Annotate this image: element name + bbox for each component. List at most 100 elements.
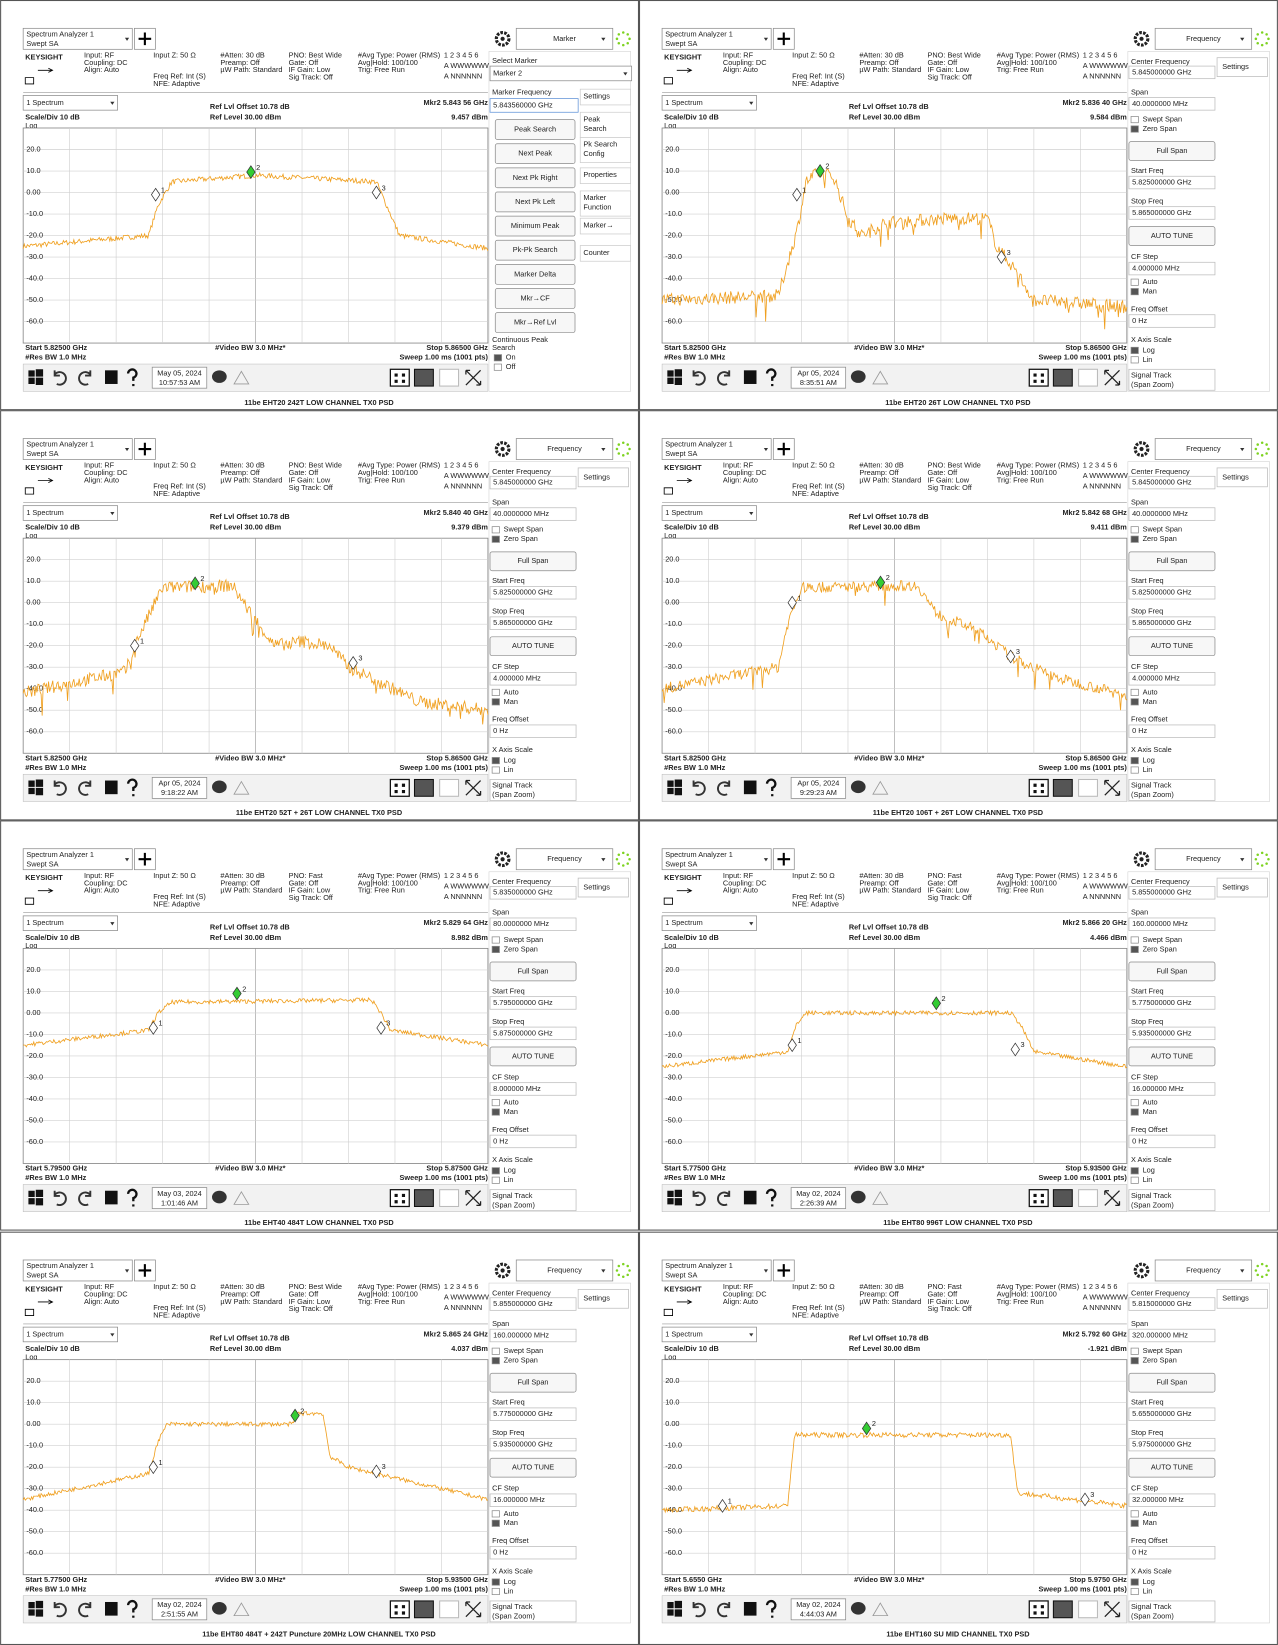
gear-icon[interactable] — [1133, 441, 1150, 457]
gear-icon[interactable] — [494, 30, 511, 47]
redo-icon[interactable] — [78, 1601, 92, 1618]
undo-icon[interactable] — [53, 1190, 67, 1206]
help-icon[interactable] — [765, 778, 777, 797]
value-field[interactable] — [1128, 1026, 1216, 1041]
signal-track-button[interactable] — [1128, 1600, 1216, 1623]
menu-tab[interactable] — [579, 217, 631, 235]
radio-box[interactable] — [1130, 1347, 1139, 1355]
menu-dropdown[interactable] — [515, 1259, 614, 1282]
menu-tab[interactable] — [579, 167, 631, 184]
alert-icon[interactable] — [872, 780, 889, 795]
radio-box[interactable] — [1130, 526, 1139, 534]
marker-frequency-field[interactable] — [489, 98, 579, 113]
menu-tab[interactable] — [577, 877, 629, 898]
windows-icon[interactable] — [667, 1600, 683, 1617]
analyzer-dropdown[interactable] — [661, 438, 772, 460]
window-icon[interactable] — [105, 780, 118, 795]
radio-box[interactable] — [491, 1587, 500, 1596]
value-field[interactable] — [489, 917, 577, 931]
chat-icon[interactable] — [850, 1190, 866, 1204]
value-field[interactable] — [489, 616, 577, 630]
alert-icon[interactable] — [872, 1190, 889, 1205]
analyzer-dropdown[interactable] — [661, 848, 772, 871]
signal-track-button[interactable] — [1128, 368, 1216, 391]
softkey-button[interactable] — [494, 143, 576, 165]
window-icon[interactable] — [105, 370, 118, 384]
menu-tab[interactable] — [579, 245, 631, 262]
radio-box[interactable] — [1130, 688, 1139, 696]
menu-tab[interactable] — [579, 137, 631, 163]
menu-tab[interactable] — [1216, 877, 1268, 898]
windows-icon[interactable] — [28, 1189, 44, 1206]
touch-icon[interactable] — [413, 1600, 434, 1619]
menu-dropdown[interactable] — [515, 438, 614, 460]
signal-track-button[interactable] — [489, 1600, 577, 1623]
analyzer-dropdown[interactable] — [22, 848, 133, 871]
window-icon[interactable] — [105, 1601, 118, 1616]
signal-track-button[interactable] — [489, 779, 577, 801]
gear-icon[interactable] — [494, 851, 511, 868]
menu-tab[interactable] — [1216, 57, 1268, 77]
radio-box[interactable] — [491, 535, 500, 543]
menu-dropdown[interactable] — [1154, 848, 1253, 871]
alert-icon[interactable] — [233, 370, 250, 385]
redo-icon[interactable] — [717, 780, 731, 796]
analyzer-dropdown[interactable] — [661, 27, 772, 50]
softkey-button[interactable] — [489, 961, 577, 982]
help-icon[interactable] — [126, 1599, 138, 1618]
value-field[interactable] — [1128, 1407, 1216, 1421]
analyzer-dropdown[interactable] — [661, 1259, 772, 1282]
alert-icon[interactable] — [233, 780, 250, 795]
window-dropdown[interactable] — [661, 95, 757, 111]
menu-tab[interactable] — [1216, 1288, 1268, 1309]
softkey-button[interactable] — [1128, 961, 1216, 982]
value-field[interactable] — [1128, 475, 1216, 490]
radio-box[interactable] — [1130, 1519, 1139, 1527]
softkey-button[interactable] — [1128, 1372, 1216, 1393]
window-icon[interactable] — [743, 1601, 757, 1616]
value-field[interactable] — [489, 672, 577, 686]
touch-icon[interactable] — [1052, 778, 1073, 797]
menu-tab[interactable] — [579, 88, 631, 106]
window-dropdown[interactable] — [661, 1326, 757, 1343]
value-field[interactable] — [489, 1437, 577, 1452]
undo-icon[interactable] — [53, 1601, 67, 1618]
radio-box[interactable] — [491, 936, 500, 944]
value-field[interactable] — [489, 1407, 577, 1421]
menu-tab[interactable] — [577, 467, 629, 488]
fullscreen-icon[interactable] — [1104, 369, 1121, 386]
marker-select[interactable] — [489, 65, 633, 82]
value-field[interactable] — [1128, 97, 1216, 111]
softkey-button[interactable] — [1128, 226, 1216, 246]
help-icon[interactable] — [765, 1188, 777, 1207]
radio-box[interactable] — [491, 1578, 500, 1586]
radio-box[interactable] — [1130, 1108, 1139, 1116]
gear-icon[interactable] — [1133, 1262, 1150, 1279]
value-field[interactable] — [1128, 1328, 1216, 1343]
analyzer-dropdown[interactable] — [22, 27, 133, 50]
value-field[interactable] — [489, 1026, 577, 1041]
layout-icon[interactable] — [1028, 368, 1049, 387]
window-dropdown[interactable] — [661, 505, 757, 521]
alert-icon[interactable] — [872, 1602, 889, 1617]
undo-icon[interactable] — [692, 1190, 706, 1206]
radio-box[interactable] — [1130, 1099, 1139, 1107]
fullscreen-icon[interactable] — [1104, 779, 1121, 796]
layout-icon[interactable] — [389, 1600, 410, 1619]
radio-box[interactable] — [491, 945, 500, 953]
softkey-button[interactable] — [1128, 141, 1216, 161]
menu-dropdown[interactable] — [515, 27, 614, 50]
layout-icon[interactable] — [1028, 1189, 1049, 1208]
radio-box[interactable] — [1130, 945, 1139, 953]
help-icon[interactable] — [126, 1188, 138, 1207]
softkey-button[interactable] — [494, 239, 576, 261]
softkey-button[interactable] — [489, 1046, 577, 1067]
fullscreen-icon[interactable] — [465, 779, 482, 796]
undo-icon[interactable] — [53, 370, 67, 386]
value-field[interactable] — [1128, 65, 1216, 80]
radio-box[interactable] — [491, 526, 500, 534]
value-field[interactable] — [1128, 261, 1216, 276]
windows-icon[interactable] — [28, 779, 44, 796]
radio-box[interactable] — [1130, 1587, 1139, 1596]
value-field[interactable] — [1128, 1082, 1216, 1096]
